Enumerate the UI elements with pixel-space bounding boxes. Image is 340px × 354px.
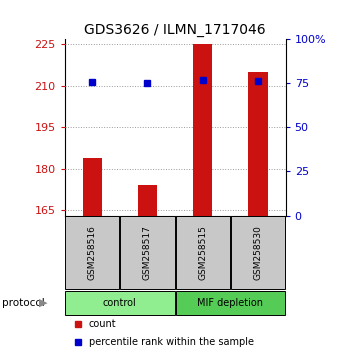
FancyBboxPatch shape — [65, 291, 174, 315]
Text: count: count — [89, 319, 117, 329]
FancyBboxPatch shape — [120, 216, 174, 289]
Text: GSM258516: GSM258516 — [88, 225, 97, 280]
Text: control: control — [103, 298, 137, 308]
FancyBboxPatch shape — [176, 291, 285, 315]
Text: GSM258530: GSM258530 — [254, 225, 262, 280]
Bar — [83, 158, 102, 216]
Text: GSM258517: GSM258517 — [143, 225, 152, 280]
FancyBboxPatch shape — [231, 216, 285, 289]
FancyBboxPatch shape — [176, 216, 230, 289]
Text: protocol: protocol — [2, 298, 45, 308]
Bar — [248, 72, 268, 216]
Bar — [193, 45, 212, 216]
Text: GDS3626 / ILMN_1717046: GDS3626 / ILMN_1717046 — [84, 23, 266, 37]
FancyBboxPatch shape — [65, 216, 119, 289]
Text: percentile rank within the sample: percentile rank within the sample — [89, 337, 254, 347]
Text: ▶: ▶ — [39, 298, 48, 308]
Text: GSM258515: GSM258515 — [198, 225, 207, 280]
Text: MIF depletion: MIF depletion — [197, 298, 264, 308]
Bar — [138, 185, 157, 216]
